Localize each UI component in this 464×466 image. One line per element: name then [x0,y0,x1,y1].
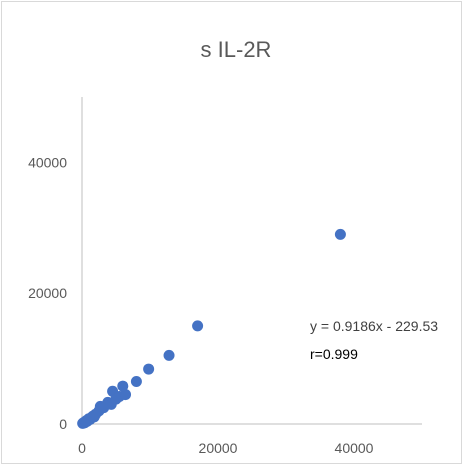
y-tick-label: 0 [59,416,67,432]
correlation-label: r=0.999 [310,346,358,362]
x-tick-label: 40000 [335,440,374,456]
data-points [77,228,346,429]
data-point [163,349,175,361]
data-point [117,380,129,392]
data-point [192,320,204,332]
trendline-equation: y = 0.9186x - 229.53 [310,318,438,334]
axes [81,97,422,425]
x-tick-label: 20000 [199,440,238,456]
y-tick-label: 40000 [28,154,67,170]
x-tick-label: 0 [78,440,86,456]
tick-labels: 0 20000 40000 0 20000 40000 [28,154,374,456]
data-point [334,228,346,240]
data-point [130,375,142,387]
y-tick-label: 20000 [28,285,67,301]
data-point [120,389,132,401]
chart-title: s IL-2R [201,37,272,62]
data-point [143,363,155,375]
